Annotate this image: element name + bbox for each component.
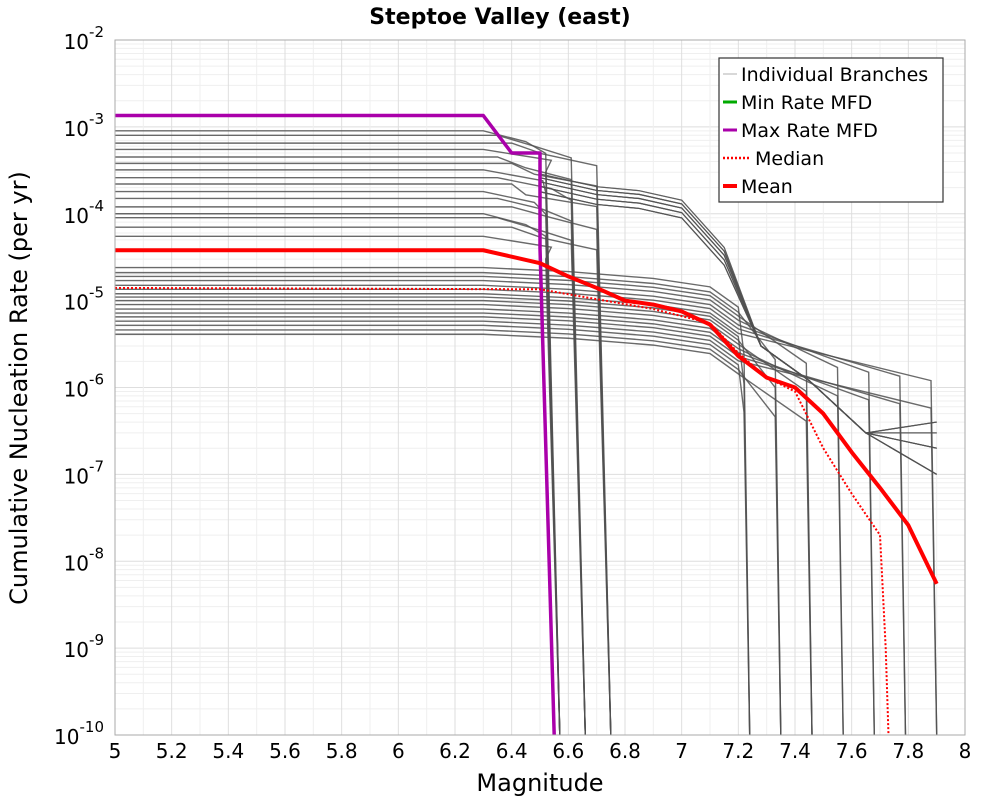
branch-line [115,206,612,736]
branch-line [115,235,561,736]
y-tick-label: 10-5 [64,284,104,315]
legend-label: Min Rate MFD [741,92,872,114]
x-tick-label: 7 [675,739,688,763]
chart-title: Steptoe Valley (east) [369,5,630,30]
plot-frame [114,39,966,736]
x-tick-label: 5.6 [269,739,301,763]
x-tick-label: 6.2 [439,739,471,763]
branch-line [115,299,782,736]
x-tick-label: 7.4 [779,739,811,763]
y-axis-label: Cumulative Nucleation Rate (per yr) [5,171,33,605]
x-tick-label: 5 [109,739,122,763]
y-tick-label: 10-10 [54,718,104,749]
x-tick-labels: 5 5.2 5.4 5.6 5.8 6 6.2 6.4 6.6 6.8 7 7.2 7.4 7.6 7.8 8 [109,739,972,763]
x-tick-label: 6 [392,739,405,763]
y-tick-label: 10-8 [64,544,104,575]
legend-label: Max Rate MFD [741,120,878,142]
branch-line [115,279,844,736]
x-tick-label: 5.2 [156,739,188,763]
mean-line [115,248,939,585]
branch-line [115,288,907,736]
legend-box [718,57,944,203]
branch-line [115,320,938,736]
branch-line [115,142,612,736]
legend: Individual Branches Min Rate MFD Max Rate … [718,57,944,203]
branch-line [115,303,813,736]
x-tick-label: 7.8 [892,739,924,763]
summary-series [114,113,939,736]
legend-label: Mean [741,176,793,198]
branch-line [115,275,813,736]
branch-line [115,226,612,736]
x-tick-label: 5.8 [326,739,358,763]
branch-line [115,271,782,736]
branch-line [115,217,586,736]
max-rate-mfd-line [115,113,556,736]
individual-branches [115,130,938,736]
branch-line [115,169,561,736]
x-tick-label: 7.2 [722,739,754,763]
y-tick-label: 10-4 [64,197,104,228]
branch-line [115,266,751,736]
branch-line [115,293,938,736]
branch-line [115,308,844,736]
x-tick-label: 5.4 [212,739,244,763]
branch-line [115,324,751,736]
branch-line [115,316,907,736]
x-tick-label: 6.4 [496,739,528,763]
x-axis-label: Magnitude [476,769,603,797]
x-tick-label: 8 [959,739,972,763]
branch-line [115,296,751,736]
y-tick-label: 10-9 [64,631,104,662]
y-tick-label: 10-7 [64,457,104,488]
legend-label: Individual Branches [741,64,928,86]
x-tick-label: 7.6 [836,739,868,763]
y-tick-label: 10-3 [64,110,104,141]
legend-label: Median [755,148,824,170]
y-tick-label: 10-6 [64,371,104,402]
y-tick-labels: 10-2 10-3 10-4 10-5 10-6 10-7 10-8 10-9 10-10 [54,23,104,749]
branch-line [115,284,875,736]
branch-line [115,134,586,736]
branch-line [115,197,586,736]
branch-line [115,329,782,736]
x-tick-label: 6.6 [552,739,584,763]
branch-line [539,177,937,449]
branch-line [115,333,813,736]
y-tick-label: 10-2 [64,23,104,54]
branch-line [115,176,586,736]
branch-line [115,312,875,736]
x-tick-label: 6.8 [609,739,641,763]
